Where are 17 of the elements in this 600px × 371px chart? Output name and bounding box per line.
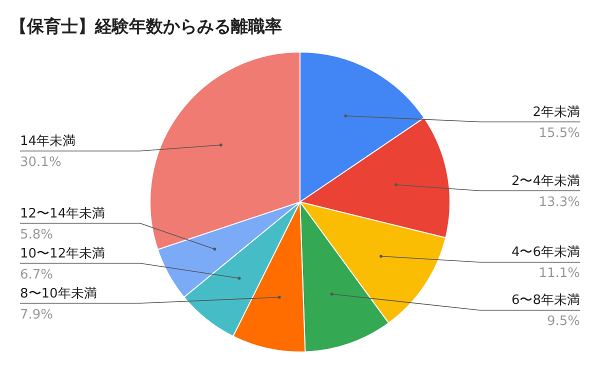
data-label: 7.9% — [20, 307, 54, 322]
slice-label: 4〜6年未満 — [511, 245, 580, 260]
data-label: 30.1% — [20, 155, 62, 170]
slice-label: 8〜10年未満 — [20, 286, 97, 302]
data-label: 13.3% — [538, 194, 580, 210]
data-label: 15.5% — [538, 126, 580, 141]
slice-label: 10〜12年未満 — [20, 246, 106, 262]
slice-label: 14年未満 — [20, 134, 76, 150]
slice-label: 6〜8年未満 — [511, 293, 580, 308]
data-label: 11.1% — [538, 266, 580, 282]
chart-title: 【保育士】経験年数からみる離職率 — [10, 16, 282, 37]
slice-label: 2〜4年未満 — [511, 174, 580, 189]
slice-label: 2年未満 — [532, 104, 580, 120]
data-label: 9.5% — [546, 314, 580, 330]
data-label: 6.7% — [20, 267, 54, 282]
data-label: 5.8% — [20, 227, 54, 242]
slice-label: 12〜14年未満 — [20, 206, 106, 222]
